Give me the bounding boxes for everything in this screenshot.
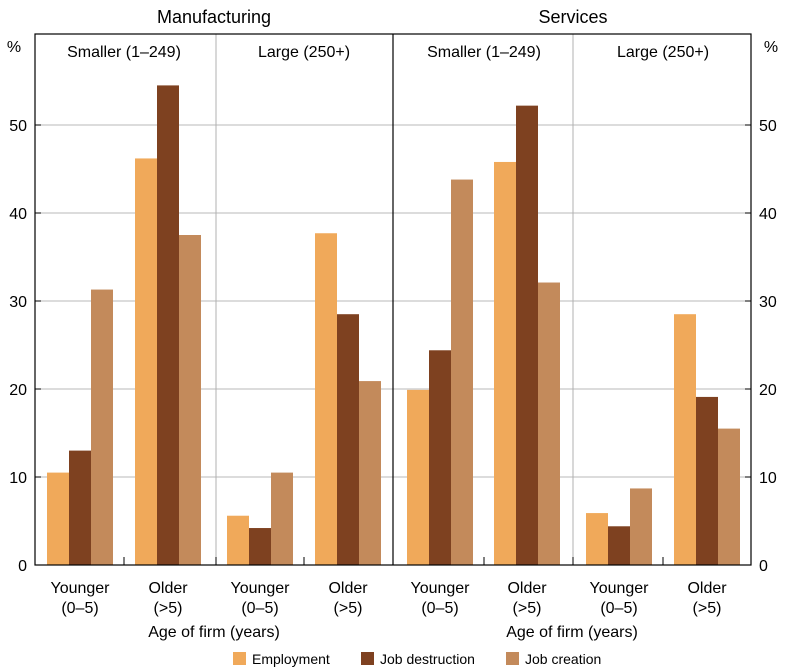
sector-title: Services (538, 7, 607, 27)
y-unit-label-left: % (7, 39, 21, 56)
x-category-label: Younger (230, 580, 290, 597)
y-tick-label-right: 30 (759, 294, 777, 311)
x-category-sublabel: (>5) (693, 600, 722, 617)
bar-employment (315, 233, 337, 566)
x-category-sublabel: (0–5) (600, 600, 637, 617)
y-unit-label-right: % (764, 39, 778, 56)
bar-employment (47, 472, 69, 565)
bar-job-creation (630, 488, 652, 565)
bar-employment (135, 158, 157, 565)
size-group-label: Large (250+) (617, 44, 709, 61)
x-category-label: Older (687, 580, 727, 597)
y-tick-label-left: 30 (9, 294, 27, 311)
chart-labels: 0 0 10 10 20 20 30 30 40 40 50 50% % Manufacturing Sma… (7, 7, 778, 641)
bar-job-creation (91, 289, 113, 565)
x-category-label: Younger (50, 580, 110, 597)
bars (47, 85, 740, 566)
x-category-label: Younger (589, 580, 649, 597)
bar-job-creation (538, 282, 560, 565)
bar-employment (407, 389, 429, 565)
x-axis-title: Age of firm (years) (148, 624, 280, 641)
y-tick-label-right: 20 (759, 382, 777, 399)
legend: Employment Job destruction Job creation (233, 651, 601, 667)
bar-employment (586, 513, 608, 565)
x-category-sublabel: (0–5) (421, 600, 458, 617)
x-category-sublabel: (0–5) (241, 600, 278, 617)
bar-job-destruction (337, 314, 359, 565)
legend-swatch-employment (233, 652, 246, 665)
x-category-sublabel: (0–5) (61, 600, 98, 617)
y-tick-label-left: 50 (9, 118, 27, 135)
legend-swatch-job-creation (506, 652, 519, 665)
bar-job-creation (359, 381, 381, 565)
plot-frame (34, 33, 752, 566)
bar-employment (227, 515, 249, 565)
x-axis-title: Age of firm (years) (506, 624, 638, 641)
x-category-sublabel: (>5) (334, 600, 363, 617)
sector-title: Manufacturing (157, 7, 271, 27)
legend-label-job-creation: Job creation (525, 651, 601, 667)
legend-swatch-job-destruction (361, 652, 374, 665)
bar-job-creation (179, 235, 201, 565)
y-tick-label-left: 10 (9, 470, 27, 487)
bar-job-destruction (608, 526, 630, 565)
size-group-label: Smaller (1–249) (67, 44, 181, 61)
bar-job-creation (271, 472, 293, 565)
legend-label-employment: Employment (252, 651, 330, 667)
x-category-label: Older (148, 580, 188, 597)
y-tick-label-left: 40 (9, 206, 27, 223)
legend-label-job-destruction: Job destruction (380, 651, 475, 667)
bar-job-destruction (429, 350, 451, 565)
y-tick-label-left: 20 (9, 382, 27, 399)
y-tick-label-right: 0 (759, 558, 768, 575)
bar-job-destruction (516, 105, 538, 565)
y-tick-label-right: 10 (759, 470, 777, 487)
x-category-label: Older (328, 580, 368, 597)
bar-job-destruction (157, 85, 179, 566)
y-tick-label-left: 0 (18, 558, 27, 575)
bar-job-destruction (69, 450, 91, 565)
x-category-sublabel: (>5) (513, 600, 542, 617)
size-group-label: Smaller (1–249) (427, 44, 541, 61)
y-tick-label-right: 50 (759, 118, 777, 135)
bar-employment (674, 314, 696, 565)
bar-job-creation (451, 179, 473, 565)
y-tick-label-right: 40 (759, 206, 777, 223)
bar-job-destruction (249, 528, 271, 565)
size-group-label: Large (250+) (258, 44, 350, 61)
bar-employment (494, 161, 516, 565)
x-category-sublabel: (>5) (154, 600, 183, 617)
x-category-label: Younger (410, 580, 470, 597)
bar-job-creation (718, 428, 740, 565)
x-category-label: Older (507, 580, 547, 597)
bar-job-destruction (696, 396, 718, 565)
